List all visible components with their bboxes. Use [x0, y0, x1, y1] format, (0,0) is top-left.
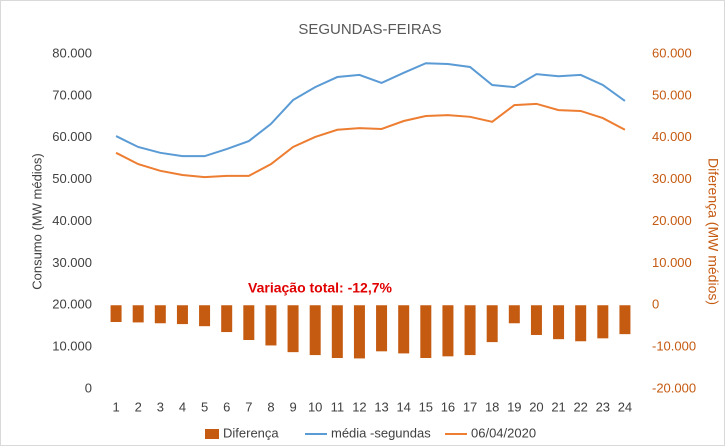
x-tick-label: 2	[135, 399, 142, 414]
bar	[287, 305, 299, 353]
x-tick-label: 6	[223, 399, 230, 414]
bar	[243, 305, 255, 341]
x-tick-label: 24	[618, 399, 632, 414]
bar	[398, 305, 410, 354]
x-tick-label: 19	[507, 399, 521, 414]
bar	[464, 305, 476, 356]
legend-label: média -segundas	[331, 425, 431, 440]
bar	[331, 305, 343, 359]
bar	[420, 305, 432, 359]
bar	[176, 305, 188, 325]
bar	[508, 305, 520, 324]
x-tick-label: 14	[396, 399, 410, 414]
x-tick-label: 22	[573, 399, 587, 414]
legend-label: 06/04/2020	[471, 425, 536, 440]
x-tick-label: 9	[289, 399, 296, 414]
x-tick-label: 12	[352, 399, 366, 414]
y-tick-label: 40.000	[52, 213, 92, 228]
line	[115, 102, 626, 179]
bar	[110, 305, 122, 322]
x-tick-label: 15	[419, 399, 433, 414]
bar	[575, 305, 587, 342]
bar	[619, 305, 631, 335]
x-tick-label: 4	[179, 399, 186, 414]
bar	[353, 305, 365, 359]
legend-swatch	[205, 429, 219, 439]
x-tick-label: 16	[441, 399, 455, 414]
bar	[553, 305, 565, 340]
x-tick-label: 8	[267, 399, 274, 414]
y-tick-label: 80.000	[52, 45, 92, 60]
chart-title: SEGUNDAS-FEIRAS	[298, 21, 441, 38]
annotation: Variação total: -12,7%	[248, 280, 393, 296]
bar	[199, 305, 211, 327]
bar	[486, 305, 498, 343]
line	[115, 62, 626, 158]
x-tick-label: 18	[485, 399, 499, 414]
y-axis-title: Consumo (MW médios)	[29, 153, 44, 290]
bar	[376, 305, 388, 352]
y2-tick-label: 30.000	[652, 171, 692, 186]
x-tick-label: 7	[245, 399, 252, 414]
bar	[309, 305, 321, 356]
x-tick-label: 1	[112, 399, 119, 414]
x-tick-label: 3	[157, 399, 164, 414]
bar	[442, 305, 454, 357]
x-tick-label: 23	[596, 399, 610, 414]
y2-tick-label: -20.000	[652, 380, 696, 395]
x-tick-label: 5	[201, 399, 208, 414]
y-tick-label: 30.000	[52, 255, 92, 270]
bar	[530, 305, 542, 335]
y-tick-label: 70.000	[52, 87, 92, 102]
x-tick-label: 17	[463, 399, 477, 414]
x-tick-label: 11	[331, 399, 345, 414]
y2-tick-label: 20.000	[652, 213, 692, 228]
y-tick-label: 50.000	[52, 171, 92, 186]
y-tick-label: 20.000	[52, 297, 92, 312]
x-tick-label: 10	[308, 399, 322, 414]
bar	[221, 305, 233, 333]
y2-tick-label: 50.000	[652, 87, 692, 102]
y-tick-label: 0	[85, 380, 92, 395]
x-tick-label: 20	[529, 399, 543, 414]
x-tick-label: 21	[551, 399, 565, 414]
y2-tick-label: 10.000	[652, 255, 692, 270]
y2-tick-label: 60.000	[652, 45, 692, 60]
y2-tick-label: 40.000	[652, 129, 692, 144]
legend-label: Diferença	[223, 425, 279, 440]
y-tick-label: 60.000	[52, 129, 92, 144]
y2-axis-title: Diferença (MW médios)	[705, 158, 721, 305]
y-tick-label: 10.000	[52, 339, 92, 354]
x-tick-label: 13	[374, 399, 388, 414]
bar	[597, 305, 609, 339]
bar	[265, 305, 277, 346]
y2-tick-label: -10.000	[652, 339, 696, 354]
y2-tick-label: 0	[652, 297, 659, 312]
bar	[154, 305, 166, 324]
bar	[132, 305, 144, 323]
